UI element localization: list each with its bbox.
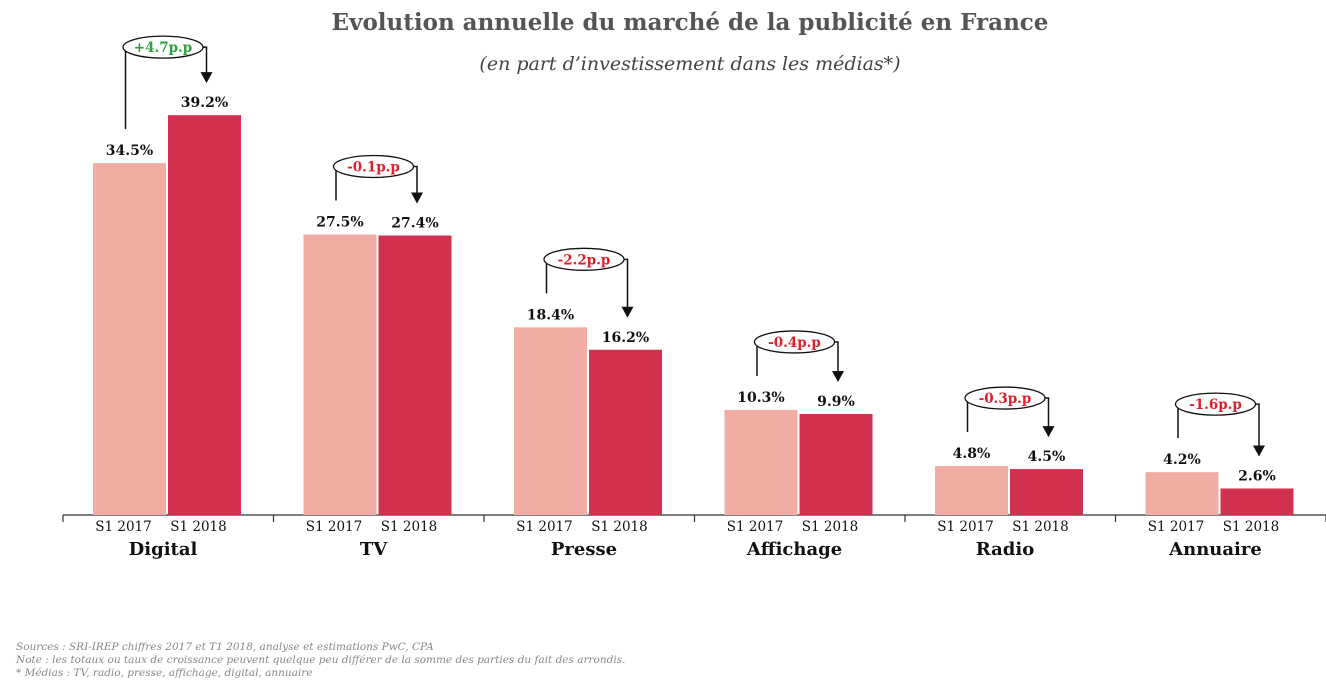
data-label-s1-2018: 2.6%: [1238, 468, 1276, 484]
delta-connector-left: [123, 46, 127, 130]
data-label-s1-2018: 9.9%: [817, 394, 855, 410]
bar-s1-2018: [799, 414, 873, 515]
bar-s1-2018: [1010, 469, 1083, 515]
delta-label: +4.7p.p: [134, 40, 192, 56]
data-label-s1-2017: 34.5%: [106, 143, 153, 159]
data-label-s1-2017: 4.2%: [1163, 452, 1201, 468]
delta-label: -0.1p.p: [347, 160, 400, 176]
bar-s1-2017: [1145, 472, 1219, 515]
delta-connector-right: [624, 258, 629, 309]
bar-s1-2018: [1220, 488, 1294, 515]
data-label-s1-2017: 18.4%: [527, 307, 574, 323]
bar-s1-2018: [589, 349, 662, 515]
category-label: Affichage: [746, 539, 842, 560]
delta-connector-right: [413, 165, 418, 195]
delta-arrowhead: [1042, 426, 1055, 438]
tick-label-s1-2018: S1 2018: [1223, 519, 1280, 535]
chart-subtitle: (en part d’investissement dans les média…: [479, 53, 900, 75]
category-label: Radio: [976, 539, 1034, 560]
data-label-s1-2018: 39.2%: [181, 95, 228, 111]
delta-connector-left: [333, 165, 337, 201]
tick-label-s1-2017: S1 2017: [727, 519, 784, 535]
delta-connector-left: [754, 341, 758, 376]
delta-ellipse: [1174, 392, 1257, 416]
data-label-s1-2017: 4.8%: [953, 446, 991, 462]
bar-s1-2018: [168, 115, 241, 515]
category-label: Presse: [551, 539, 617, 560]
bar-chart: Evolution annuelle du marché de la publi…: [62, 9, 1326, 560]
footnote-medias: * Médias : TV, radio, presse, affichage,…: [16, 667, 313, 679]
delta-ellipse: [122, 35, 204, 59]
delta-connector-right: [1045, 397, 1050, 429]
data-label-s1-2017: 27.5%: [316, 215, 363, 231]
chart-marks: 34.5% 39.2% S1 2017 S1 2018 Digital +4.7p.p 27…: [62, 35, 1326, 560]
tick-label-s1-2018: S1 2018: [170, 519, 227, 535]
delta-connector-left: [1175, 403, 1179, 439]
delta-label: -0.4p.p: [768, 335, 821, 351]
data-label-s1-2018: 27.4%: [391, 216, 438, 232]
data-label-s1-2018: 16.2%: [602, 330, 649, 346]
tick-label-s1-2018: S1 2018: [591, 519, 648, 535]
bar-s1-2018: [378, 235, 452, 515]
delta-ellipse: [753, 330, 836, 354]
tick-label-s1-2017: S1 2017: [95, 519, 152, 535]
delta-label: -1.6p.p: [1189, 397, 1242, 413]
delta-connector-right: [1255, 403, 1260, 448]
footnote-note: Note : les totaux ou taux de croissance …: [16, 654, 626, 666]
delta-ellipse: [964, 386, 1046, 410]
delta-arrowhead: [832, 371, 844, 383]
tick-label-s1-2018: S1 2018: [802, 519, 859, 535]
tick-label-s1-2018: S1 2018: [381, 519, 438, 535]
delta-arrowhead: [621, 306, 634, 318]
delta-ellipse: [332, 154, 415, 179]
data-label-s1-2017: 10.3%: [737, 390, 784, 406]
tick-label-s1-2017: S1 2017: [1148, 519, 1205, 535]
bar-s1-2017: [724, 409, 798, 515]
tick-label-s1-2017: S1 2017: [306, 519, 363, 535]
delta-label: -0.3p.p: [979, 391, 1032, 407]
delta-connector-right: [203, 46, 208, 75]
data-label-s1-2018: 4.5%: [1028, 449, 1066, 465]
category-label: Annuaire: [1168, 539, 1262, 560]
delta-label: -2.2p.p: [558, 252, 611, 268]
footnotes: Sources : SRI-IREP chiffres 2017 et T1 2…: [16, 641, 1216, 680]
delta-connector-left: [965, 397, 969, 433]
bar-s1-2017: [93, 163, 166, 515]
delta-arrowhead: [411, 192, 423, 204]
bar-s1-2017: [303, 234, 377, 515]
delta-ellipse: [543, 247, 625, 271]
delta-connector-right: [834, 341, 839, 374]
category-label: TV: [360, 539, 388, 560]
bar-s1-2017: [514, 327, 587, 515]
bar-s1-2017: [935, 466, 1008, 515]
delta-arrowhead: [1253, 445, 1265, 457]
chart-title: Evolution annuelle du marché de la publi…: [332, 9, 1049, 36]
tick-label-s1-2017: S1 2017: [516, 519, 573, 535]
tick-label-s1-2017: S1 2017: [937, 519, 994, 535]
footnote-sources: Sources : SRI-IREP chiffres 2017 et T1 2…: [16, 641, 434, 653]
delta-arrowhead: [200, 72, 213, 84]
delta-connector-left: [544, 258, 548, 294]
category-label: Digital: [129, 539, 198, 560]
tick-label-s1-2018: S1 2018: [1012, 519, 1069, 535]
